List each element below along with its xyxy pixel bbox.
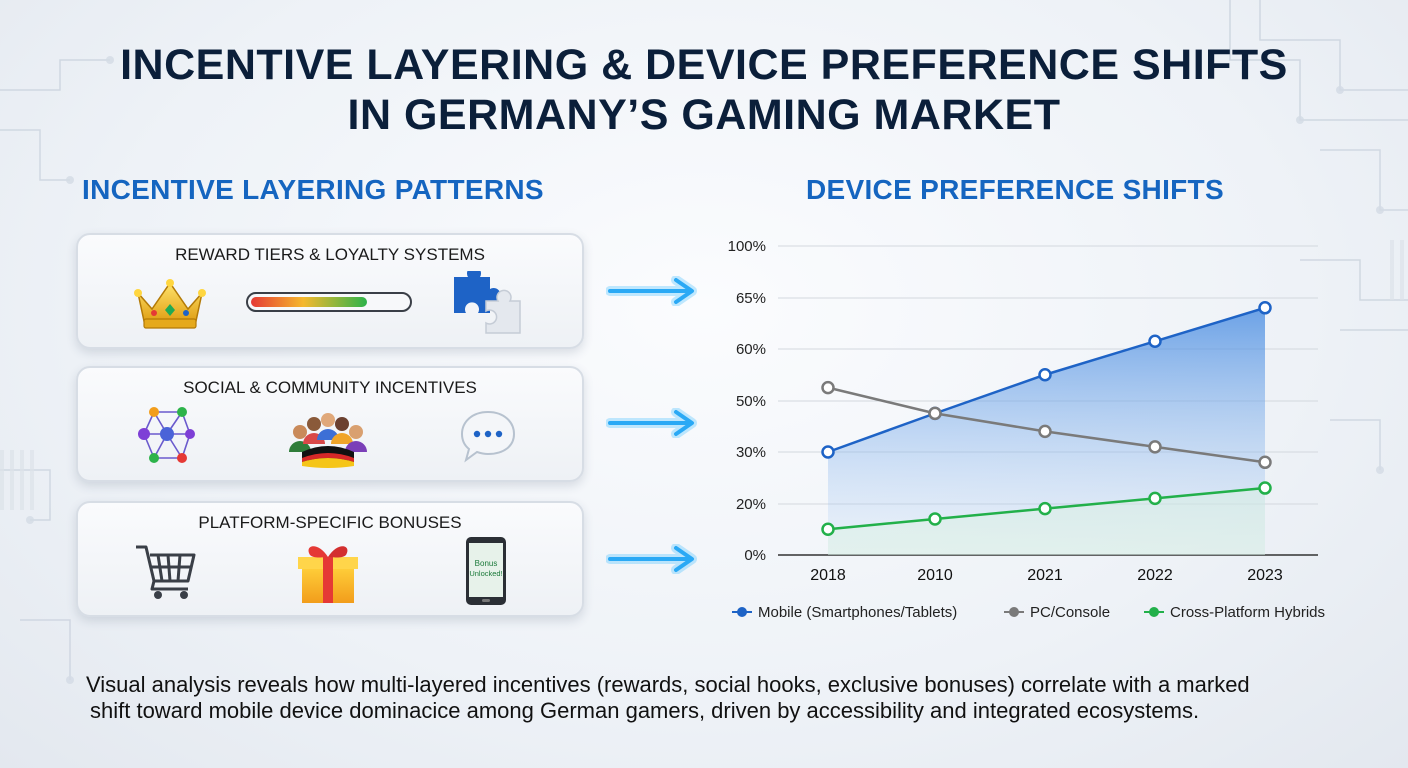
- card-reward-tiers: REWARD TIERS & LOYALTY SYSTEMS: [76, 233, 584, 349]
- arrow-right-icon: [606, 544, 697, 574]
- y-tick-label: 20%: [736, 496, 766, 513]
- arrow-right-icon: [606, 408, 697, 438]
- incentive-patterns-heading: INCENTIVE LAYERING PATTERNS: [82, 174, 544, 205]
- footer-caption: Visual analysis reveals how multi-layere…: [86, 672, 1346, 724]
- card-platform-bonuses: PLATFORM-SPECIFIC BONUSES Bonus Unlocked…: [76, 501, 584, 617]
- legend-swatch-dot: [1149, 607, 1159, 617]
- legend-swatch-dot: [737, 607, 747, 617]
- data-point: [1038, 501, 1052, 516]
- footer-line-1: Visual analysis reveals how multi-layere…: [86, 672, 1250, 697]
- legend-label: PC/Console: [1030, 604, 1110, 621]
- x-tick-label: 2010: [917, 567, 953, 584]
- title-line-1: INCENTIVE LAYERING & DEVICE PREFERENCE S…: [120, 41, 1288, 89]
- data-point: [821, 445, 835, 459]
- data-point: [1258, 301, 1272, 315]
- x-tick-label: 2018: [810, 567, 846, 584]
- legend-label: Mobile (Smartphones/Tablets): [758, 604, 957, 621]
- y-tick-label: 50%: [736, 393, 766, 410]
- data-point: [1148, 334, 1162, 349]
- y-tick-label: 100%: [728, 238, 766, 255]
- data-point: [1258, 481, 1272, 495]
- data-point: [928, 512, 942, 526]
- card-label: PLATFORM-SPECIFIC BONUSES: [198, 513, 462, 532]
- device-preference-chart: 0% 20% 30% 50% 60% 65% 100% 2018 2010 2021 2022 202…: [728, 238, 1325, 621]
- data-point: [821, 380, 835, 395]
- data-point: [1038, 424, 1052, 439]
- community-icon: [289, 413, 367, 468]
- progress-bar-icon: [246, 292, 412, 312]
- gift-box-icon: [298, 546, 358, 603]
- crown-icon: [134, 279, 206, 329]
- device-shifts-heading: DEVICE PREFERENCE SHIFTS: [806, 174, 1224, 205]
- card-label: REWARD TIERS & LOYALTY SYSTEMS: [175, 245, 485, 264]
- chat-bubble-icon: [460, 410, 516, 463]
- data-point: [821, 522, 835, 536]
- data-point: [1148, 440, 1162, 454]
- x-tick-label: 2023: [1247, 567, 1283, 584]
- y-tick-label: 60%: [736, 341, 766, 358]
- x-tick-label: 2022: [1137, 567, 1173, 584]
- data-point: [928, 406, 942, 421]
- x-tick-label: 2021: [1027, 567, 1063, 584]
- legend-label: Cross-Platform Hybrids: [1170, 604, 1325, 621]
- footer-line-2: shift toward mobile device dominacice am…: [90, 698, 1200, 723]
- y-tick-label: 65%: [736, 290, 766, 307]
- phone-icon: Bonus Unlocked!: [466, 537, 506, 605]
- puzzle-icon: [454, 271, 521, 334]
- title-line-2: IN GERMANY’S GAMING MARKET: [347, 91, 1061, 139]
- data-point: [1038, 368, 1052, 382]
- card-social-community: SOCIAL & COMMUNITY INCENTIVES: [76, 366, 584, 482]
- data-point: [1148, 491, 1162, 506]
- phone-text-line-1: Bonus: [475, 559, 498, 568]
- shopping-cart-icon: [136, 545, 196, 599]
- arrow-right-icon: [606, 276, 697, 306]
- network-icon: [138, 407, 195, 463]
- y-tick-label: 30%: [736, 444, 766, 461]
- legend-swatch-dot: [1009, 607, 1019, 617]
- data-point: [1258, 455, 1272, 470]
- phone-text-line-2: Unlocked!: [469, 569, 502, 578]
- card-label: SOCIAL & COMMUNITY INCENTIVES: [183, 378, 477, 397]
- y-tick-label: 0%: [744, 547, 766, 564]
- page-title: INCENTIVE LAYERING & DEVICE PREFERENCE S…: [0, 40, 1408, 140]
